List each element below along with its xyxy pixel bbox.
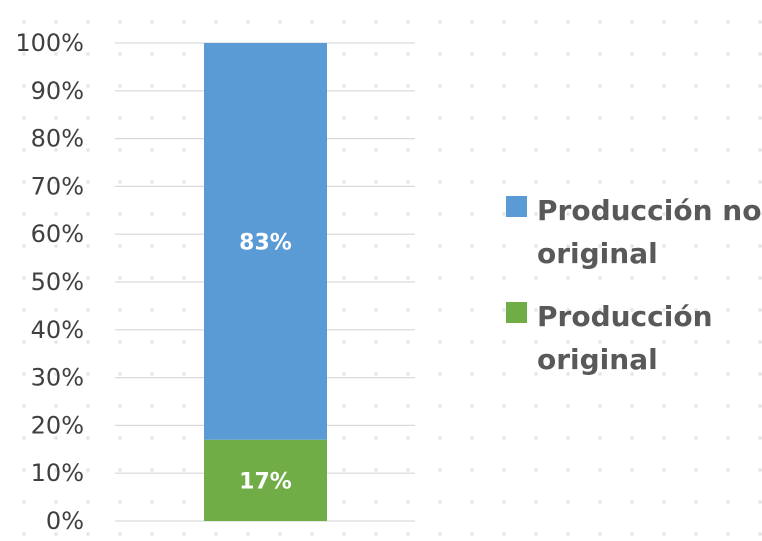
legend-swatch — [506, 302, 527, 323]
bar-segment — [204, 439, 327, 521]
legend-label: original — [537, 343, 658, 376]
bar-data-label: 83% — [239, 230, 292, 255]
y-tick-label: 0% — [46, 507, 84, 535]
legend-label: original — [537, 237, 658, 270]
bars — [204, 43, 327, 521]
y-axis-tick-labels: 0% 10% 20% 30% 40% 50% 60% 70% 80% 90% 100% — [15, 29, 84, 535]
y-tick-label: 80% — [31, 125, 84, 153]
y-tick-label: 40% — [31, 316, 84, 344]
y-tick-label: 20% — [31, 411, 84, 439]
data-labels: 17% 83% — [239, 230, 292, 494]
y-tick-label: 30% — [31, 364, 84, 392]
bar-segment — [204, 43, 327, 440]
y-tick-label: 10% — [31, 459, 84, 487]
legend-swatch — [506, 196, 527, 217]
y-tick-label: 90% — [31, 77, 84, 105]
bar-data-label: 17% — [239, 469, 292, 494]
y-tick-label: 70% — [31, 172, 84, 200]
legend-label: Producción — [537, 300, 713, 333]
legend: Producción no original Producción original — [506, 194, 761, 376]
y-tick-label: 100% — [15, 29, 84, 57]
y-tick-label: 60% — [31, 220, 84, 248]
legend-label: Producción no — [537, 194, 761, 227]
y-tick-label: 50% — [31, 268, 84, 296]
